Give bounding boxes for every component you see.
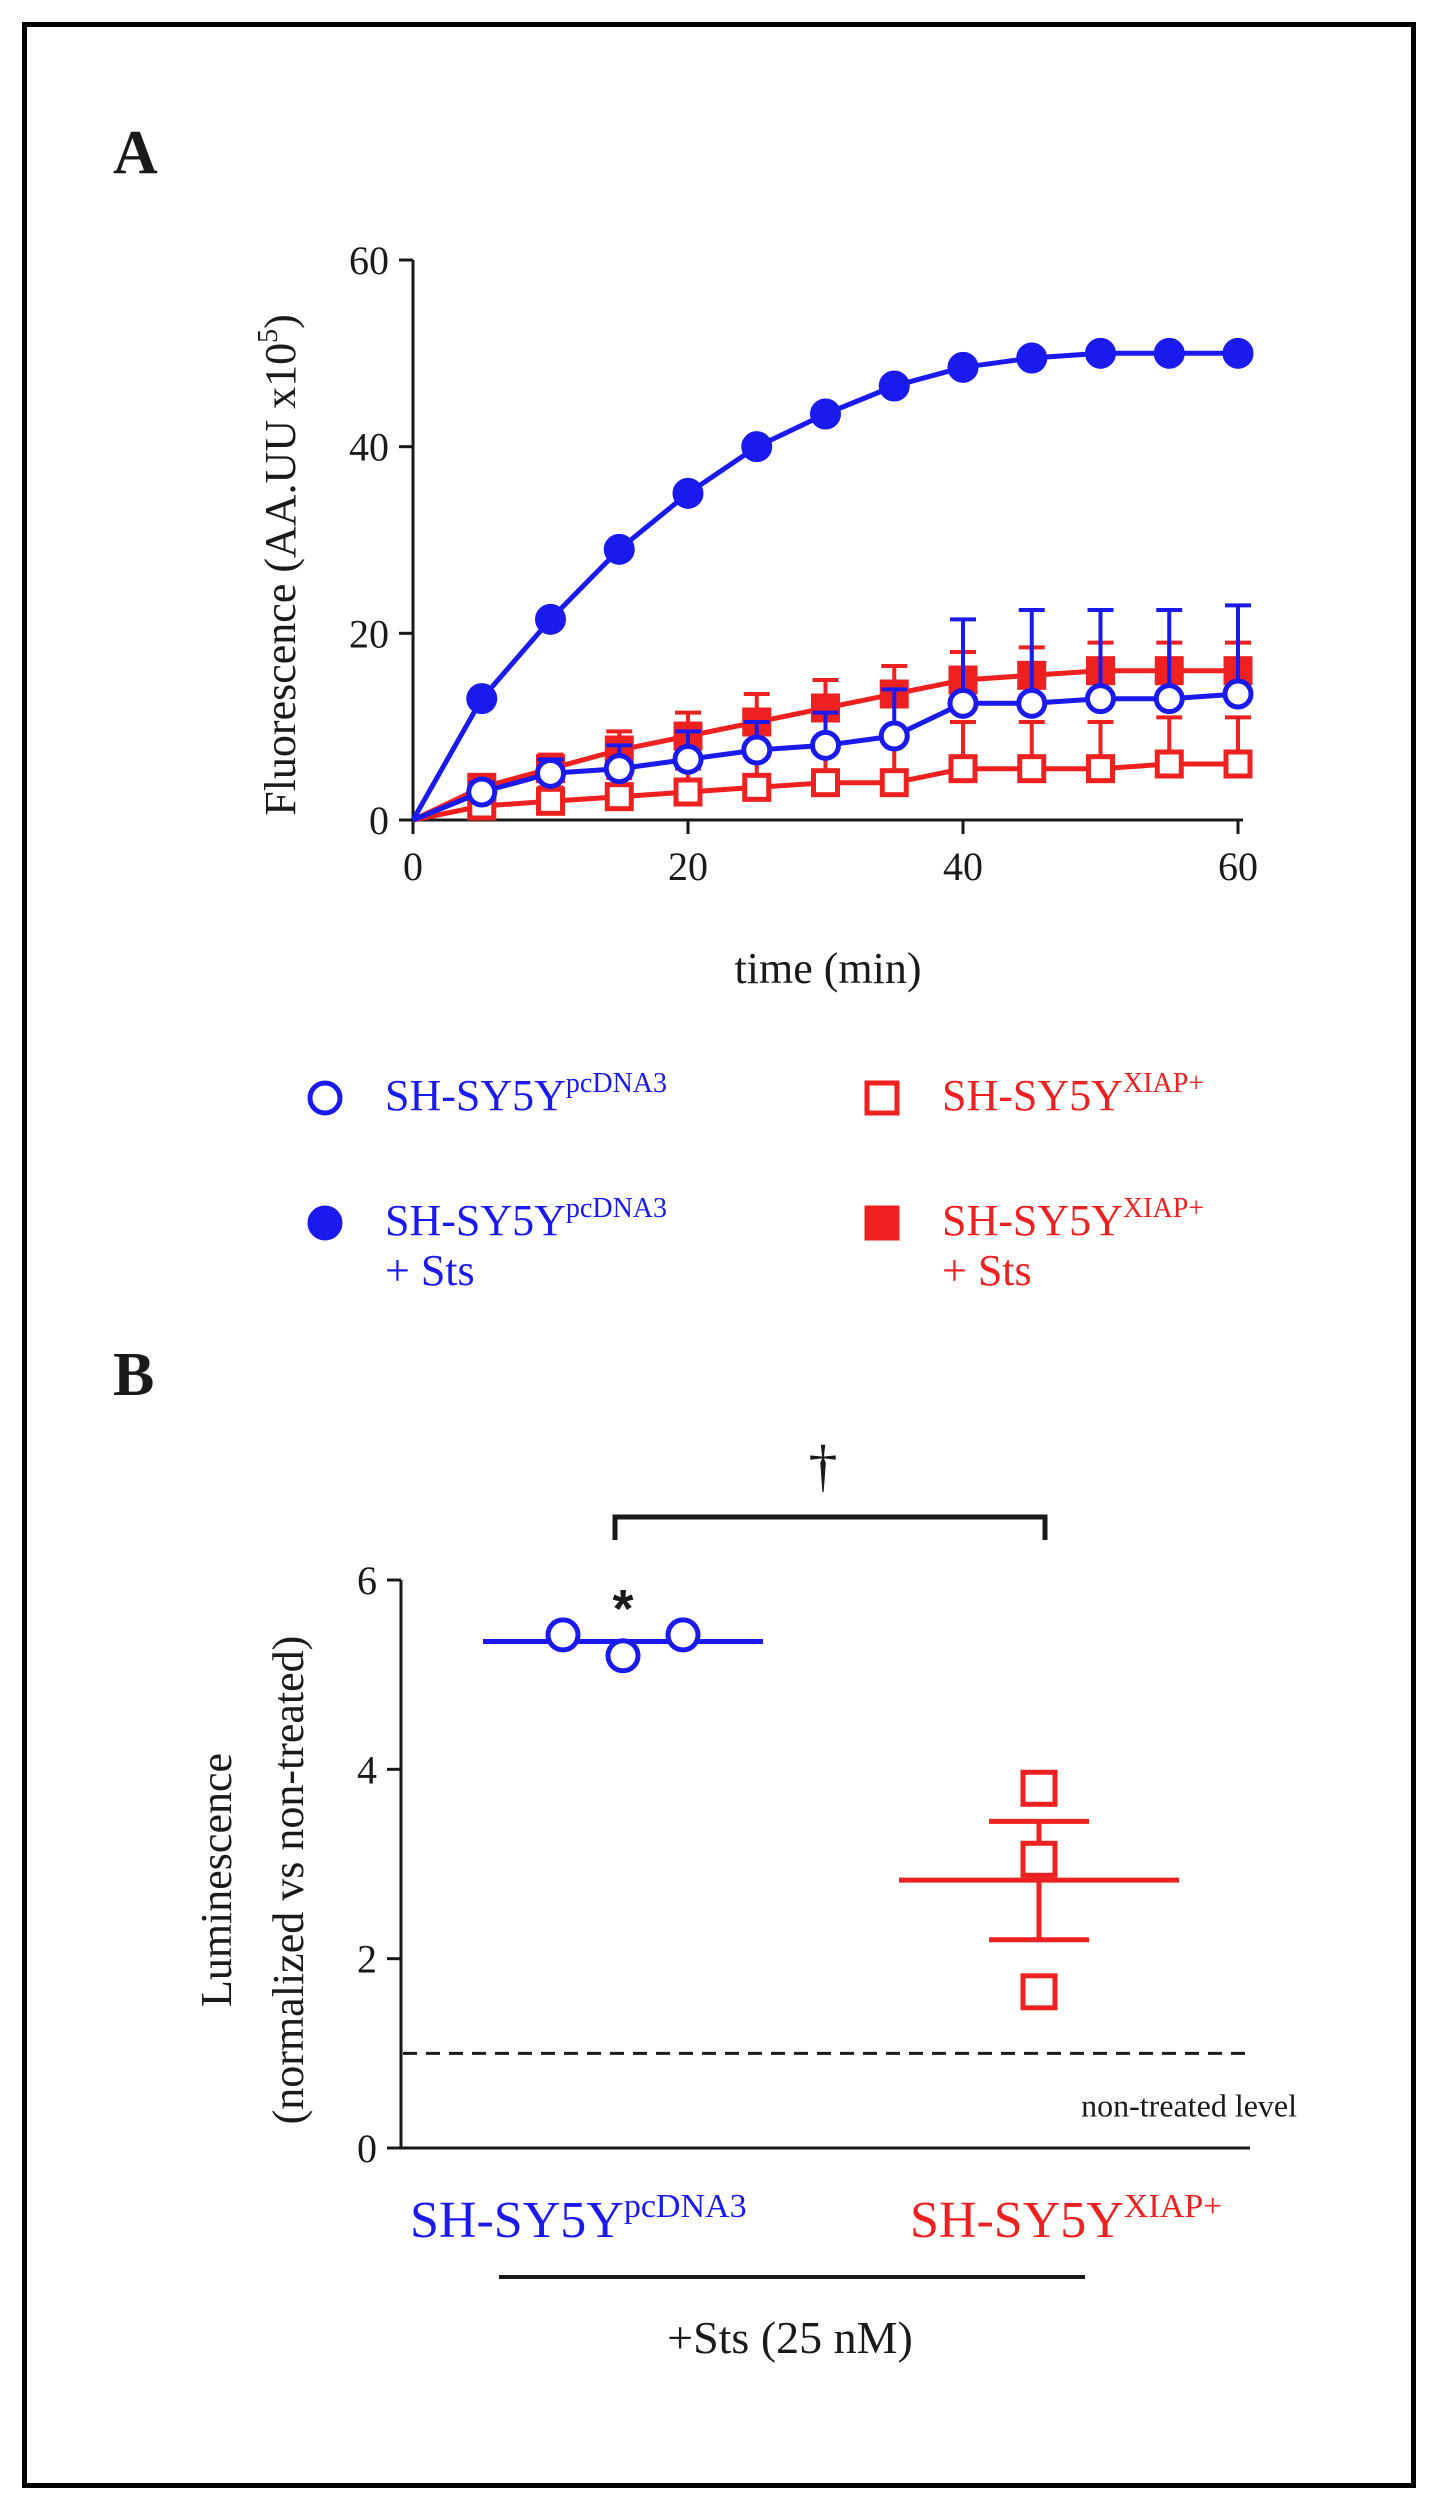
- series-sh-sy5y-pcdna3-sts: [410, 337, 1254, 822]
- panel-a-xtick-label: 60: [1218, 844, 1258, 889]
- data-point: [811, 768, 840, 798]
- data-point: [536, 786, 565, 816]
- panel-a-xlabel: time (min): [735, 944, 922, 993]
- data-point: [665, 1617, 701, 1653]
- data-point: [810, 729, 841, 761]
- data-point: [947, 351, 979, 383]
- data-point: [878, 720, 910, 752]
- data-point: [603, 533, 635, 565]
- panel-a-ytick-label: 40: [349, 425, 389, 470]
- data-point: [878, 370, 910, 402]
- legend-label-line2: + Sts: [942, 1246, 1032, 1295]
- data-point: [672, 477, 704, 509]
- data-point: [742, 772, 772, 802]
- panel-b-label: B: [113, 1341, 154, 1409]
- group-label-xiap: SH-SY5YXIAP+: [910, 2188, 1222, 2249]
- panel-a: A Fluorescence (AA.UU x105) 0 20 40 60 0 20 40…: [113, 119, 1258, 993]
- legend-label: SH-SY5YpcDNA3: [385, 1068, 667, 1120]
- data-point: [1085, 683, 1116, 715]
- data-point: [1222, 337, 1254, 369]
- data-point: [1020, 1840, 1058, 1878]
- panel-a-ytick-label: 60: [349, 238, 389, 283]
- data-point: [603, 753, 635, 785]
- panel-a-ytick-label: 0: [369, 798, 389, 843]
- panel-a-xtick-label: 40: [943, 844, 983, 889]
- panel-b-ytick-label: 6: [357, 1558, 377, 1603]
- legend-label-line2: + Sts: [385, 1246, 475, 1295]
- data-point: [1086, 754, 1115, 784]
- data-point: [1017, 754, 1047, 784]
- legend-item: SH-SY5YpcDNA3: [307, 1068, 667, 1120]
- legend: SH-SY5YpcDNA3 SH-SY5YXIAP+SH-SY5YpcDNA3+ …: [307, 1068, 1204, 1295]
- panel-b-ytick-label: 2: [357, 1937, 377, 1982]
- legend-marker: [307, 1080, 343, 1116]
- panel-b: B Luminescence (normalized vs non-treate…: [113, 1341, 1297, 2363]
- data-point: [535, 757, 566, 789]
- panel-a-series: [410, 337, 1254, 823]
- data-point: [741, 431, 773, 463]
- panel-b-ylabel: Luminescence: [192, 1753, 241, 2007]
- data-point: [879, 768, 909, 798]
- data-point: [605, 1638, 641, 1674]
- panel-a-ylabel-sup: 5: [253, 329, 284, 343]
- panel-a-ylabel: Fluorescence (AA.UU x105): [253, 314, 305, 816]
- data-point: [1085, 337, 1116, 369]
- panel-b-ticks: 0 2 4 6: [357, 1558, 401, 2171]
- panel-a-label: A: [113, 119, 158, 187]
- data-point: [1154, 749, 1184, 779]
- group-pcdna3: [483, 1617, 763, 1674]
- data-point: [604, 782, 634, 812]
- data-point: [1016, 342, 1048, 374]
- data-point: [1222, 678, 1254, 710]
- legend-label: SH-SY5YXIAP+: [942, 1193, 1204, 1245]
- significance-bracket: [612, 1514, 1048, 1540]
- legend-item: SH-SY5YXIAP++ Sts: [864, 1193, 1204, 1295]
- panel-b-ylabel-2: (normalized vs non-treated): [264, 1636, 313, 2125]
- data-point: [1223, 749, 1253, 779]
- legend-marker: [307, 1205, 343, 1241]
- data-point: [1016, 687, 1048, 719]
- data-point: [1153, 337, 1185, 369]
- reference-line-label: non-treated level: [1081, 2087, 1297, 2123]
- data-point: [673, 777, 703, 807]
- legend-item: SH-SY5YpcDNA3+ Sts: [307, 1193, 667, 1295]
- treatment-label: +Sts (25 nM): [667, 2312, 913, 2363]
- panel-a-xtick-label: 0: [403, 844, 423, 889]
- legend-marker: [864, 1080, 900, 1116]
- data-point: [741, 734, 773, 766]
- data-point: [1020, 1973, 1058, 2011]
- data-point: [1020, 1769, 1058, 1807]
- legend-item: SH-SY5YXIAP+: [864, 1068, 1204, 1120]
- group-label-pcdna3: SH-SY5YpcDNA3: [410, 2188, 747, 2249]
- panel-b-ytick-label: 4: [357, 1747, 377, 1792]
- data-point: [535, 603, 566, 635]
- panel-a-ylabel-close: ): [256, 314, 305, 329]
- panel-a-xtick-label: 20: [668, 844, 708, 889]
- data-point: [672, 743, 704, 775]
- panel-b-ytick-label: 0: [357, 2126, 377, 2171]
- panel-a-ticks: 0 20 40 60 0 20 40 60: [349, 238, 1258, 889]
- data-point: [947, 687, 979, 719]
- figure-frame: A Fluorescence (AA.UU x105) 0 20 40 60 0 20 40…: [22, 22, 1416, 2488]
- data-point: [466, 776, 498, 808]
- data-point: [466, 683, 498, 715]
- star-mark: *: [612, 1579, 633, 1639]
- group-xiap-: [899, 1769, 1179, 2011]
- panel-b-groups: [483, 1617, 1179, 2011]
- legend-marker: [864, 1205, 900, 1241]
- data-point: [1153, 683, 1185, 715]
- data-point: [948, 754, 978, 784]
- legend-label: SH-SY5YXIAP+: [942, 1068, 1204, 1120]
- dagger-mark: †: [809, 1433, 838, 1498]
- panel-a-ytick-label: 20: [349, 611, 389, 656]
- legend-label: SH-SY5YpcDNA3: [385, 1193, 667, 1245]
- data-point: [545, 1617, 581, 1653]
- data-point: [810, 398, 841, 430]
- series-sh-sy5y-pcdna3: [412, 603, 1254, 823]
